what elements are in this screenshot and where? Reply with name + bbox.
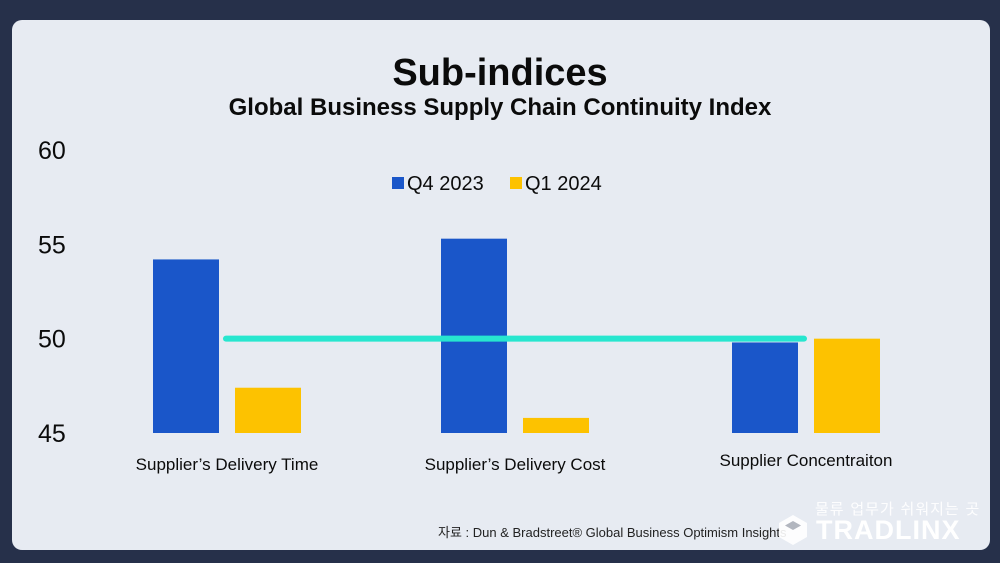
bar-q1-2024 (235, 387, 301, 433)
bar-q1-2024 (523, 417, 589, 433)
x-category-label: Supplier’s Delivery Cost (425, 455, 606, 474)
chart-title: Sub-indices (392, 52, 608, 94)
bar-q1-2024 (814, 338, 880, 433)
legend-label: Q4 2023 (407, 173, 484, 195)
legend-label: Q1 2024 (525, 173, 602, 195)
y-tick-label: 50 (38, 326, 66, 354)
source-note: 자료 : Dun & Bradstreet® Global Business O… (438, 525, 787, 540)
bar-q4-2023 (732, 342, 798, 433)
brand-name: TRADLINX (816, 515, 961, 545)
bar-q4-2023 (153, 259, 219, 433)
y-tick-label: 60 (38, 137, 66, 165)
legend-swatch-q1-2024 (510, 177, 522, 189)
tradlinx-mark-icon (779, 515, 807, 545)
x-category-label: Supplier’s Delivery Time (136, 455, 319, 474)
chart-subtitle: Global Business Supply Chain Continuity … (228, 94, 772, 121)
x-category-label: Supplier Concentraiton (720, 451, 893, 470)
tradlinx-logo: TRADLINX (776, 513, 986, 547)
brand-tagline: 물류 업무가 쉬워지는 곳 (815, 500, 981, 518)
y-tick-label: 55 (38, 231, 66, 259)
legend-swatch-q4-2023 (392, 177, 404, 189)
y-tick-label: 45 (38, 420, 66, 448)
